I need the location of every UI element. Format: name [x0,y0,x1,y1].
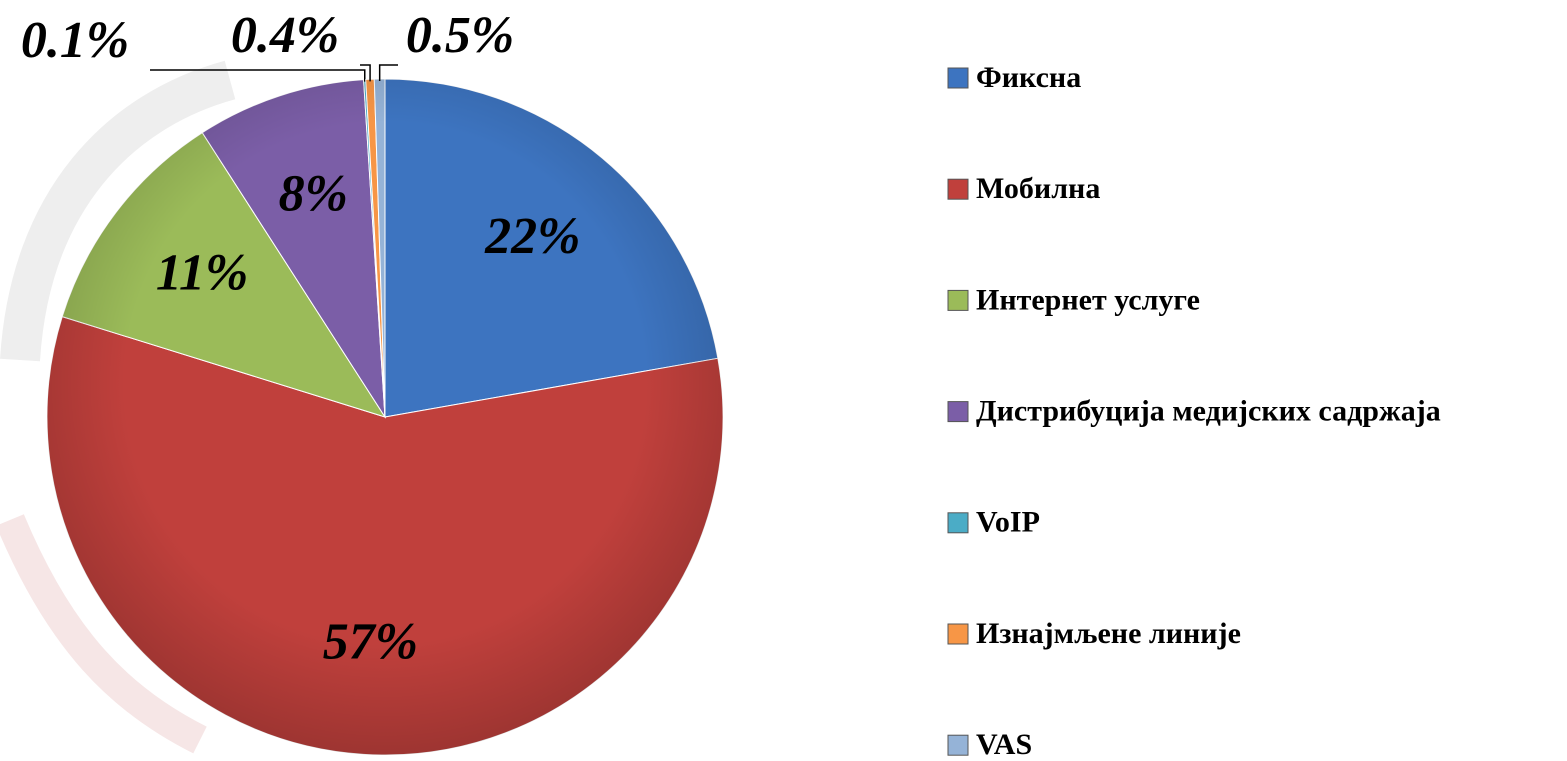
value-label: 22% [484,208,580,265]
value-label: 11% [156,245,248,302]
value-label: 57% [323,613,418,670]
value-label: 8% [279,166,348,223]
legend-label: Фиксна [976,61,1081,94]
legend-swatch [947,401,969,423]
legend: Фиксна Мобилна Интернет услуге Дистрибуција… [947,61,1441,761]
legend-label: Дистрибуција медијских садржаја [976,394,1441,427]
leader-line [360,64,371,82]
legend-swatch [947,289,969,311]
legend-swatch [947,623,969,645]
legend-swatch [947,734,969,756]
legend-swatch [947,67,969,89]
legend-label: Мобилна [976,172,1100,205]
leader-line [378,64,398,82]
leader-line [150,69,366,82]
legend-swatch [947,178,969,200]
value-label: 0.4% [231,7,339,64]
value-label: 0.5% [406,7,514,64]
legend-label: VoIP [976,506,1040,539]
legend-label: Изнајмљене линије [976,617,1241,650]
value-label: 0.1% [21,12,129,69]
legend-label: VAS [976,728,1032,761]
legend-label: Интернет услуге [976,283,1200,316]
legend-swatch [947,512,969,534]
